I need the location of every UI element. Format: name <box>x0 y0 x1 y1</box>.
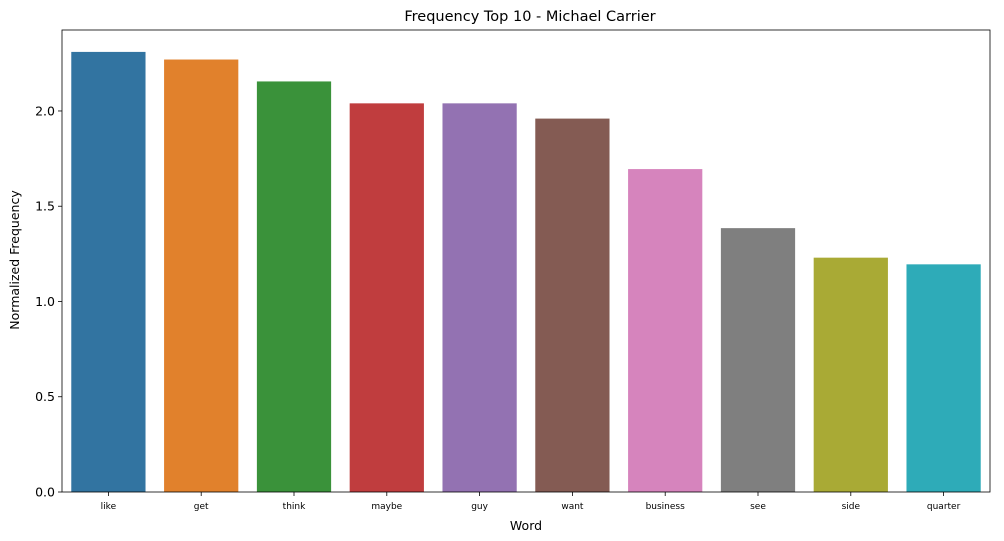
bar-see <box>720 228 796 492</box>
bar-get <box>164 59 239 492</box>
bars-group <box>71 51 981 493</box>
bar-business <box>628 169 703 492</box>
plot-frame <box>61 29 991 493</box>
x-tick-label: get <box>194 502 209 512</box>
bar-side <box>813 257 888 492</box>
x-tick-label: business <box>646 502 686 512</box>
y-tick-label: 0.0 <box>35 485 55 500</box>
x-tick-label: guy <box>471 502 488 512</box>
y-tick-label: 0.5 <box>35 389 55 404</box>
y-axis-ticks: 0.0 0.5 1.0 1.5 2.0 <box>35 103 62 500</box>
y-tick-label: 1.0 <box>35 294 55 309</box>
x-axis-label: Word <box>510 518 542 533</box>
bar-think <box>256 81 332 492</box>
chart-title: Frequency Top 10 - Michael Carrier <box>404 9 655 25</box>
y-axis-label: Normalized Frequency <box>7 190 22 330</box>
x-tick-label: want <box>561 502 584 512</box>
bar-want <box>535 118 610 492</box>
x-tick-label: like <box>101 502 117 512</box>
x-tick-label: see <box>750 502 766 512</box>
y-tick-label: 1.5 <box>35 199 55 214</box>
x-tick-label: think <box>283 502 306 512</box>
x-tick-label: side <box>842 502 861 512</box>
x-axis-ticks: like get think maybe guy want business see side q… <box>101 492 961 512</box>
y-tick-label: 2.0 <box>35 103 55 118</box>
bar-guy <box>442 103 517 493</box>
x-tick-label: quarter <box>927 502 961 512</box>
bar-quarter <box>906 264 981 492</box>
x-tick-label: maybe <box>371 502 402 512</box>
bar-like <box>71 51 146 493</box>
bar-maybe <box>349 103 424 493</box>
